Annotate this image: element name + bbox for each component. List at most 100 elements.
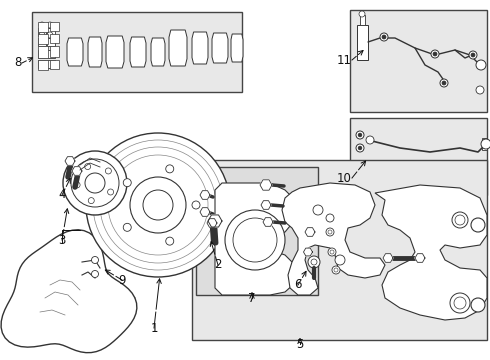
- Circle shape: [88, 198, 94, 204]
- Bar: [47, 60, 55, 68]
- Polygon shape: [130, 37, 146, 67]
- Circle shape: [47, 32, 53, 38]
- Circle shape: [359, 11, 365, 17]
- Polygon shape: [88, 37, 102, 67]
- Polygon shape: [375, 185, 487, 320]
- Text: 9: 9: [118, 274, 126, 287]
- Bar: [350, 10, 487, 112]
- Circle shape: [71, 159, 119, 207]
- Polygon shape: [192, 32, 208, 64]
- Bar: [50, 22, 59, 31]
- Circle shape: [326, 214, 334, 222]
- Circle shape: [450, 293, 470, 313]
- Polygon shape: [65, 157, 75, 165]
- Circle shape: [328, 248, 336, 256]
- Circle shape: [92, 270, 98, 278]
- Circle shape: [166, 165, 174, 173]
- Circle shape: [39, 32, 45, 38]
- Circle shape: [123, 179, 131, 187]
- Circle shape: [471, 53, 475, 57]
- Polygon shape: [106, 36, 124, 68]
- Polygon shape: [415, 254, 425, 262]
- Polygon shape: [215, 183, 295, 295]
- Circle shape: [93, 140, 223, 270]
- Polygon shape: [67, 38, 83, 66]
- Polygon shape: [207, 219, 217, 227]
- Circle shape: [476, 60, 486, 70]
- Bar: [50, 46, 59, 57]
- Circle shape: [166, 237, 174, 245]
- Circle shape: [454, 297, 466, 309]
- Bar: [38, 28, 46, 36]
- Polygon shape: [383, 254, 393, 262]
- Polygon shape: [72, 167, 82, 175]
- Polygon shape: [260, 180, 272, 190]
- Text: 7: 7: [248, 292, 256, 305]
- Text: 1: 1: [150, 321, 158, 334]
- Circle shape: [334, 268, 338, 272]
- Circle shape: [358, 133, 362, 137]
- Circle shape: [356, 131, 364, 139]
- Polygon shape: [303, 248, 313, 256]
- Polygon shape: [231, 34, 243, 62]
- Text: 5: 5: [296, 338, 304, 351]
- Text: 2: 2: [214, 258, 222, 271]
- Circle shape: [433, 52, 437, 56]
- Circle shape: [92, 256, 98, 264]
- Circle shape: [86, 133, 230, 277]
- Circle shape: [380, 33, 388, 41]
- Circle shape: [326, 228, 334, 236]
- Circle shape: [47, 22, 53, 28]
- Circle shape: [328, 230, 332, 234]
- Polygon shape: [263, 218, 273, 226]
- Circle shape: [382, 35, 386, 39]
- Bar: [47, 50, 55, 58]
- Circle shape: [330, 250, 334, 254]
- Bar: [350, 118, 487, 195]
- Circle shape: [143, 190, 173, 220]
- Bar: [47, 38, 55, 46]
- Bar: [32, 12, 242, 92]
- Circle shape: [476, 86, 484, 94]
- Circle shape: [308, 256, 320, 268]
- Polygon shape: [169, 30, 187, 66]
- Circle shape: [455, 215, 465, 225]
- Circle shape: [469, 51, 477, 59]
- Bar: [192, 160, 487, 340]
- Bar: [38, 60, 48, 70]
- Polygon shape: [261, 201, 271, 209]
- Polygon shape: [200, 208, 210, 216]
- Circle shape: [442, 81, 446, 85]
- Polygon shape: [1, 230, 137, 353]
- Circle shape: [233, 218, 277, 262]
- Circle shape: [192, 201, 200, 209]
- Bar: [50, 60, 59, 69]
- Circle shape: [471, 298, 485, 312]
- Circle shape: [100, 147, 216, 263]
- Circle shape: [311, 259, 317, 265]
- Circle shape: [108, 189, 114, 195]
- Text: 3: 3: [58, 234, 66, 247]
- Circle shape: [335, 255, 345, 265]
- Text: 10: 10: [337, 171, 352, 184]
- Circle shape: [105, 168, 111, 174]
- Bar: [196, 167, 318, 295]
- Circle shape: [85, 163, 91, 170]
- Text: 4: 4: [58, 189, 66, 202]
- Circle shape: [108, 155, 208, 255]
- Text: 6: 6: [294, 279, 302, 292]
- Text: 8: 8: [15, 57, 22, 69]
- Bar: [38, 22, 48, 32]
- Circle shape: [74, 182, 80, 188]
- Circle shape: [332, 266, 340, 274]
- Bar: [38, 34, 48, 44]
- Bar: [38, 60, 46, 68]
- Circle shape: [431, 50, 439, 58]
- Polygon shape: [212, 33, 228, 63]
- Circle shape: [366, 136, 374, 144]
- Circle shape: [452, 212, 468, 228]
- Polygon shape: [151, 38, 165, 66]
- Bar: [360, 15, 365, 25]
- Bar: [38, 46, 48, 58]
- Bar: [38, 50, 46, 58]
